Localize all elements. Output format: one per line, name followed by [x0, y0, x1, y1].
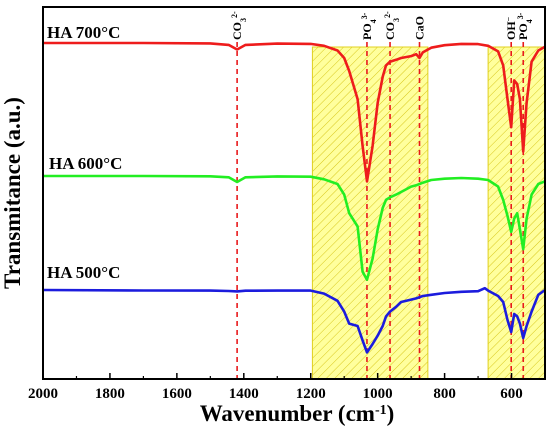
annotation-3: CaO [413, 16, 427, 40]
highlight-bands [311, 46, 546, 380]
series-label-2: HA 500°C [47, 263, 120, 282]
annotation-sub-2: 3 [392, 18, 401, 22]
annotation-0: CO32- [230, 11, 248, 40]
annotation-sup-2: 2- [383, 11, 392, 18]
series-line-0 [43, 41, 546, 183]
annotation-1: PO43- [359, 12, 377, 40]
annotation-base-4: OH [504, 21, 518, 40]
annotation-base-0: CO [230, 22, 244, 40]
x-tick-label-7: 600 [500, 386, 523, 402]
annotation-sub-1: 4 [368, 19, 377, 23]
x-axis-ticks: 2000 1800 1600 1400 1200 1000 800 600 [28, 373, 523, 402]
x-axis-title-sup: -1 [375, 403, 387, 418]
series-label-1: HA 600°C [49, 154, 122, 173]
annotation-5: PO43- [516, 12, 534, 40]
x-axis-title: Wavenumber (cm-1) [200, 401, 395, 426]
annotation-sup-1: 3- [359, 12, 368, 19]
series-line-1 [43, 174, 546, 281]
plot-frame [42, 6, 546, 380]
x-axis-title-main: Wavenumber (cm [200, 401, 375, 426]
annotation-base-3: CaO [413, 16, 427, 40]
annotation-base-1: PO [360, 23, 374, 40]
annotation-sup-4: − [504, 16, 513, 21]
series-label-0: HA 700°C [47, 23, 120, 42]
x-tick-label-2: 1600 [162, 386, 192, 402]
x-tick-label-5: 1000 [363, 386, 393, 402]
x-tick-label-0: 2000 [28, 386, 58, 402]
annotation-base-5: PO [516, 23, 530, 40]
x-tick-label-3: 1400 [229, 386, 259, 402]
y-axis-title: Transmitance (a.u.) [0, 97, 25, 289]
x-tick-label-1: 1800 [95, 386, 125, 402]
x-tick-label-4: 1200 [296, 386, 326, 402]
series-line-2 [42, 286, 546, 354]
x-tick-label-6: 800 [433, 386, 456, 402]
series-labels: HA 700°C HA 600°C HA 500°C [47, 23, 122, 282]
annotation-4: OH− [504, 16, 519, 40]
series-lines [42, 41, 546, 354]
peak-annotations: CO32-PO43-CO32-CaO OH−PO43- [230, 11, 534, 40]
reference-lines [236, 42, 525, 379]
x-axis-title-tail: ) [387, 401, 395, 426]
annotation-sup-0: 2- [230, 11, 239, 18]
band-hatch-0 [312, 47, 428, 379]
annotation-base-2: CO [383, 22, 397, 40]
annotation-sub-5: 4 [525, 19, 534, 23]
annotation-sup-5: 3- [516, 12, 525, 19]
annotation-2: CO32- [383, 11, 401, 40]
annotation-sub-0: 3 [239, 18, 248, 22]
